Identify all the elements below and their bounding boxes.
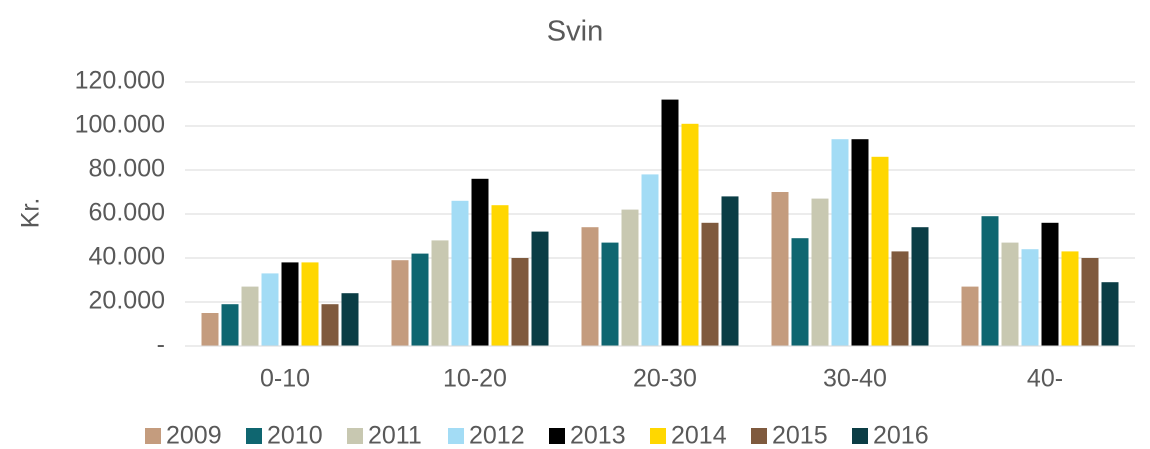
bar <box>851 139 869 346</box>
legend-swatch <box>246 428 262 444</box>
x-tick-label: 0-10 <box>260 365 310 393</box>
bar <box>871 156 889 346</box>
bar <box>341 293 359 346</box>
legend-label: 2014 <box>671 422 727 449</box>
legend-swatch <box>448 428 464 444</box>
x-tick-label: 30-40 <box>823 365 887 393</box>
bar <box>891 251 909 346</box>
x-tick-label: 40- <box>1027 365 1063 393</box>
legend-swatch <box>852 428 868 444</box>
bar <box>581 227 599 346</box>
bar <box>811 198 829 346</box>
y-tick-label: 40.000 <box>89 243 165 271</box>
chart-title: Svin <box>547 16 603 48</box>
bar <box>491 205 509 346</box>
bar <box>431 240 449 346</box>
legend-label: 2011 <box>368 422 422 449</box>
bar <box>681 123 699 346</box>
bar <box>531 231 549 346</box>
bar <box>221 304 239 346</box>
legend-swatch <box>347 428 363 444</box>
legend-swatch <box>145 428 161 444</box>
y-tick-label: 20.000 <box>89 287 165 315</box>
bar <box>321 304 339 346</box>
y-axis-label: Kr. <box>17 198 45 229</box>
y-tick-label: 120.000 <box>75 67 165 95</box>
bar <box>1001 242 1019 346</box>
legend-label: 2015 <box>772 422 828 449</box>
bar <box>391 260 409 346</box>
y-tick-label: 100.000 <box>75 111 165 139</box>
legend-label: 2010 <box>267 422 323 449</box>
legend-swatch <box>549 428 565 444</box>
bar <box>451 200 469 346</box>
legend-swatch <box>751 428 767 444</box>
bar <box>601 242 619 346</box>
legend-label: 2016 <box>873 422 929 449</box>
bar <box>791 238 809 346</box>
bar <box>241 286 259 346</box>
bar <box>621 209 639 346</box>
bar <box>261 273 279 346</box>
bar <box>771 192 789 346</box>
bar <box>1081 258 1099 346</box>
bar <box>301 262 319 346</box>
bar <box>1061 251 1079 346</box>
bar <box>1021 249 1039 346</box>
bar <box>641 174 659 346</box>
bar <box>831 139 849 346</box>
x-tick-label: 20-30 <box>633 365 697 393</box>
bar <box>661 99 679 346</box>
bar <box>1041 222 1059 346</box>
bar <box>201 313 219 346</box>
bar <box>511 258 529 346</box>
bar <box>701 222 719 346</box>
bar <box>981 216 999 346</box>
legend-label: 2009 <box>166 422 222 449</box>
bar <box>961 286 979 346</box>
y-tick-label: 60.000 <box>89 199 165 227</box>
bar <box>471 178 489 346</box>
bar <box>411 253 429 346</box>
y-tick-label: - <box>157 331 165 359</box>
legend-label: 2013 <box>570 422 626 449</box>
bar <box>721 196 739 346</box>
legend-swatch <box>650 428 666 444</box>
bar <box>1101 282 1119 346</box>
bar <box>911 227 929 346</box>
y-tick-label: 80.000 <box>89 155 165 183</box>
x-tick-label: 10-20 <box>443 365 507 393</box>
legend-label: 2012 <box>469 422 525 449</box>
bar <box>281 262 299 346</box>
